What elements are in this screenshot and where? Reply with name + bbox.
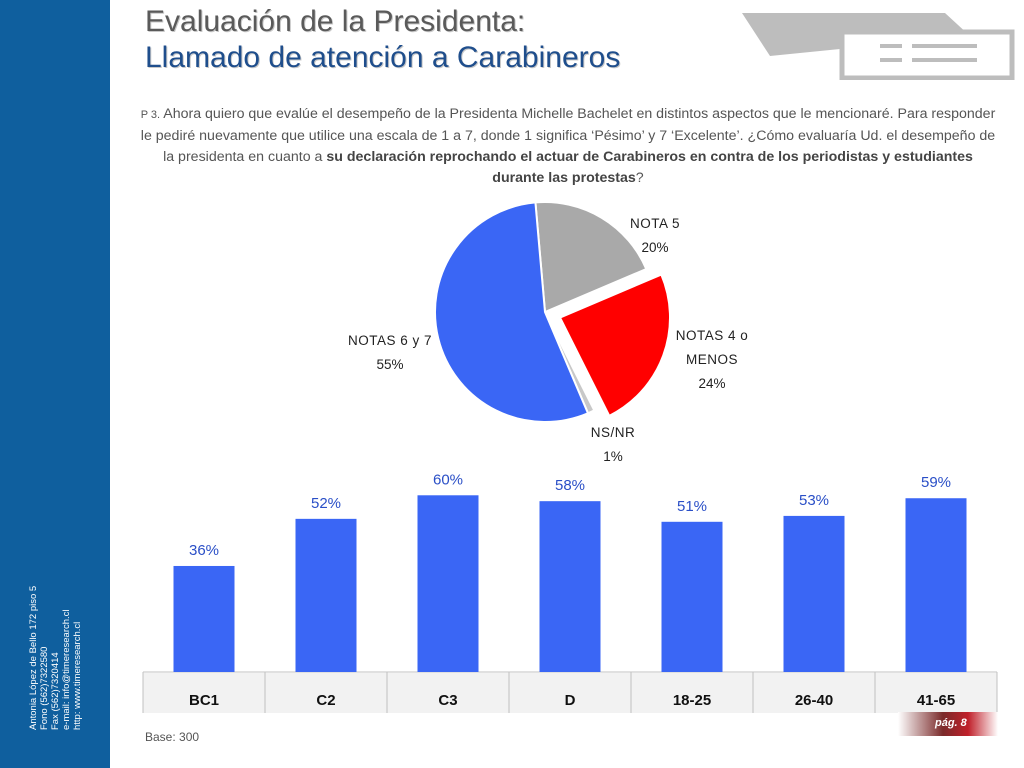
category-label: C3 [438, 692, 457, 709]
bar-value-label: 36% [189, 542, 219, 559]
category-label: D [565, 692, 576, 709]
pie-slice-notas-6-y-7 [434, 201, 590, 423]
bar-41-65 [905, 498, 967, 672]
category-label: 41-65 [917, 692, 955, 709]
pie-label-notas-6-y-7: NOTAS 6 y 7 [348, 333, 432, 348]
category-label: 26-40 [795, 692, 833, 709]
bar-26-40 [783, 515, 845, 672]
pie-value-notas-4-o-menos: 24% [698, 376, 725, 391]
category-label: BC1 [189, 692, 219, 709]
pie-label-nota-5: NOTA 5 [630, 216, 680, 231]
page-number: pág. 8 [935, 717, 967, 729]
page-title: Evaluación de la Presidenta: Llamado de … [145, 4, 620, 76]
bar-c3 [417, 495, 479, 672]
base-note: Base: 300 [145, 730, 200, 744]
category-label: 18-25 [673, 692, 711, 709]
pie-slice-notas-4-o-menos [558, 273, 672, 418]
bar-value-label: 51% [677, 498, 707, 515]
pie-label-ns-nr: NS/NR [591, 425, 636, 440]
bar-c2 [295, 518, 357, 672]
page-tag-shape [898, 712, 998, 736]
bar-value-label: 52% [311, 495, 341, 512]
bar-bc1 [173, 565, 235, 672]
pie-label-notas-4-o-menos: NOTAS 4 o [676, 328, 749, 343]
pie-value-notas-6-y-7: 55% [376, 357, 403, 372]
title-line-2: Llamado de atención a Carabineros [145, 41, 621, 74]
bar-value-label: 59% [921, 474, 951, 491]
category-axis-band [143, 673, 997, 713]
bar-value-label: 53% [799, 492, 829, 509]
question-number: P 3. [140, 109, 161, 121]
title-line-1: Evaluación de la Presidenta: [145, 5, 526, 38]
sidebar: Antonia López de Bello 172 piso 5 Fono (… [0, 0, 110, 768]
category-label: C2 [316, 692, 335, 709]
bar-d [539, 501, 601, 672]
bar-18-25 [661, 521, 723, 672]
pie-slice-nota-5 [534, 201, 648, 314]
question-text-bold: su declaración reprochando el actuar de … [326, 149, 973, 186]
pie-label-notas-4-o-menos: MENOS [686, 352, 738, 367]
question-text-end: ? [635, 170, 644, 186]
document-logo-icon [742, 13, 1015, 80]
bar-value-label: 60% [433, 471, 463, 488]
pie-chart: NOTA 5 20% NOTAS 4 o MENOS 24% NS/NR 1% NOTAS 6… [348, 201, 749, 464]
bar-value-label: 58% [555, 477, 585, 494]
bar-chart: 36% BC1 52% C2 60% C3 58% D 51% 18-25 53% 26-40 59% 4… [142, 471, 998, 713]
survey-question: P 3. Ahora quiero que evalúe el desempeñ… [140, 104, 996, 189]
pie-value-nota-5: 20% [641, 240, 668, 255]
pie-value-ns-nr: 1% [603, 449, 623, 464]
question-text: Ahora quiero que evalúe el desempeño de … [140, 106, 996, 165]
